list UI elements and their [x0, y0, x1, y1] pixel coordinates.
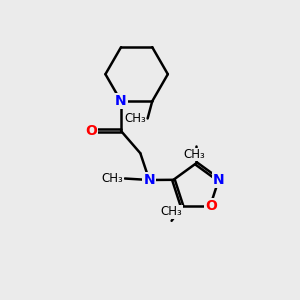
Text: CH₃: CH₃: [184, 148, 206, 161]
Text: CH₃: CH₃: [161, 206, 182, 218]
Text: N: N: [213, 173, 224, 187]
Text: O: O: [85, 124, 97, 138]
Text: CH₃: CH₃: [102, 172, 123, 185]
Text: O: O: [206, 200, 218, 213]
Text: N: N: [115, 94, 127, 108]
Text: CH₃: CH₃: [124, 112, 146, 125]
Text: N: N: [143, 173, 155, 187]
